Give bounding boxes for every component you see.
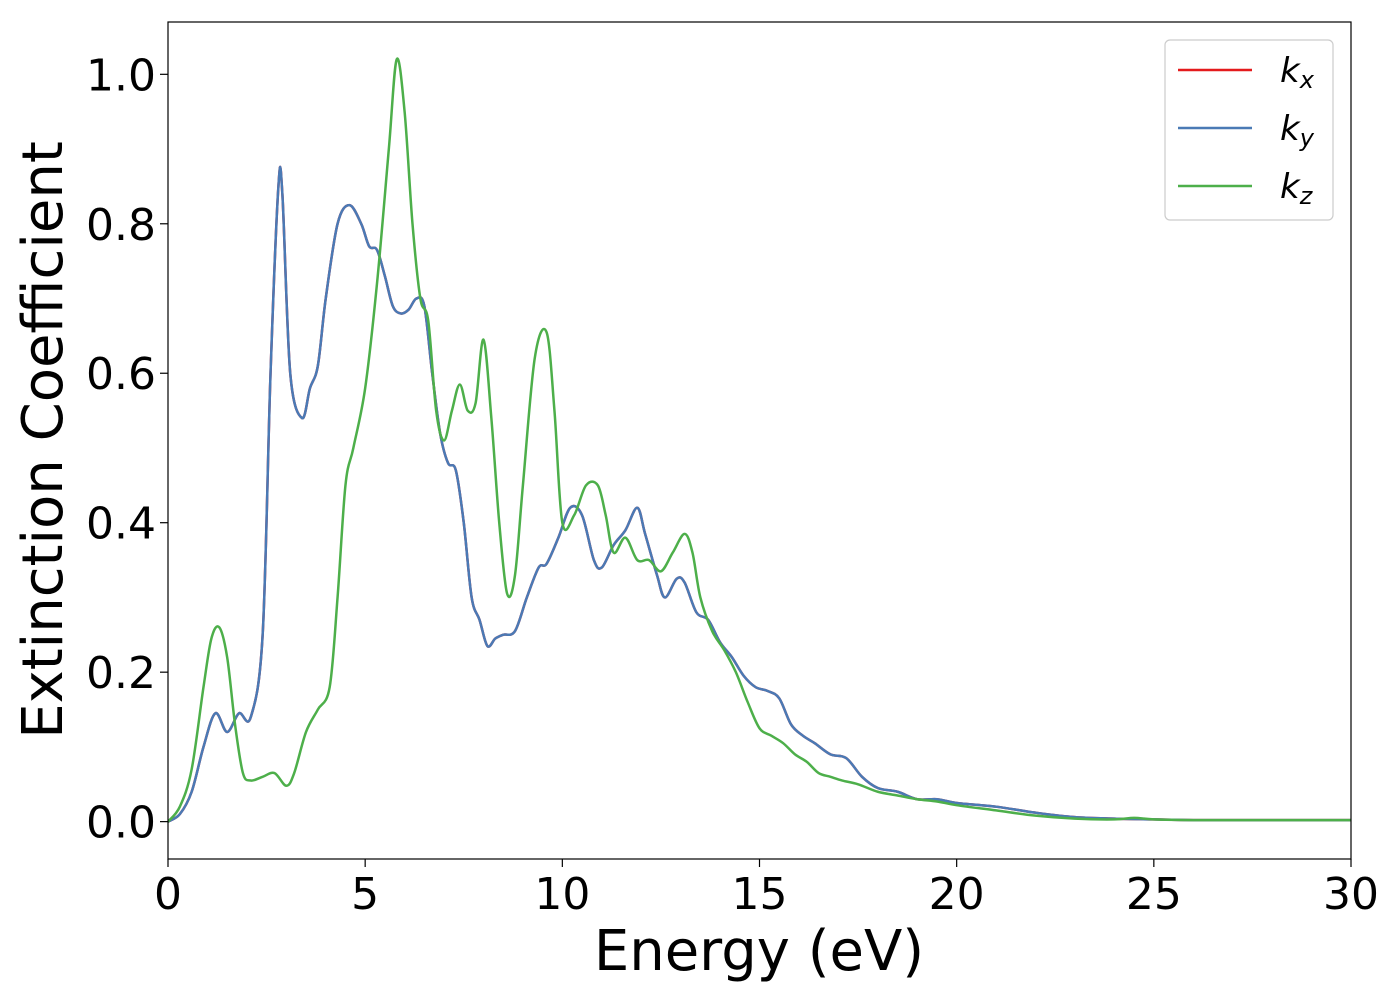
- x-tick-label: 20: [929, 869, 985, 920]
- series-line-k-z: [168, 57, 1351, 823]
- x-tick-label: 0: [154, 869, 182, 920]
- x-axis-title: Energy (eV): [594, 919, 924, 984]
- series-line-k-y: [168, 165, 1351, 823]
- x-tick-label: 15: [732, 869, 788, 920]
- y-tick-label: 0.0: [86, 798, 156, 849]
- y-tick-label: 0.8: [86, 200, 156, 251]
- legend-box: [1164, 39, 1334, 221]
- x-tick-label: 10: [534, 869, 590, 920]
- y-tick-label: 0.4: [86, 499, 156, 550]
- x-tick-label: 30: [1323, 869, 1379, 920]
- x-axis: 0 5 10 15 20 25 30: [154, 859, 1379, 920]
- y-tick-label: 0.6: [86, 349, 156, 400]
- y-tick-label: 0.2: [86, 648, 156, 699]
- y-axis-title: Extinction Coefficient: [11, 141, 76, 739]
- series-layer: [168, 57, 1351, 823]
- y-axis: 0.0 0.2 0.4 0.6 0.8 1.0: [86, 50, 168, 849]
- x-tick-label: 25: [1126, 869, 1182, 920]
- y-tick-label: 1.0: [86, 50, 156, 101]
- x-tick-label: 5: [351, 869, 379, 920]
